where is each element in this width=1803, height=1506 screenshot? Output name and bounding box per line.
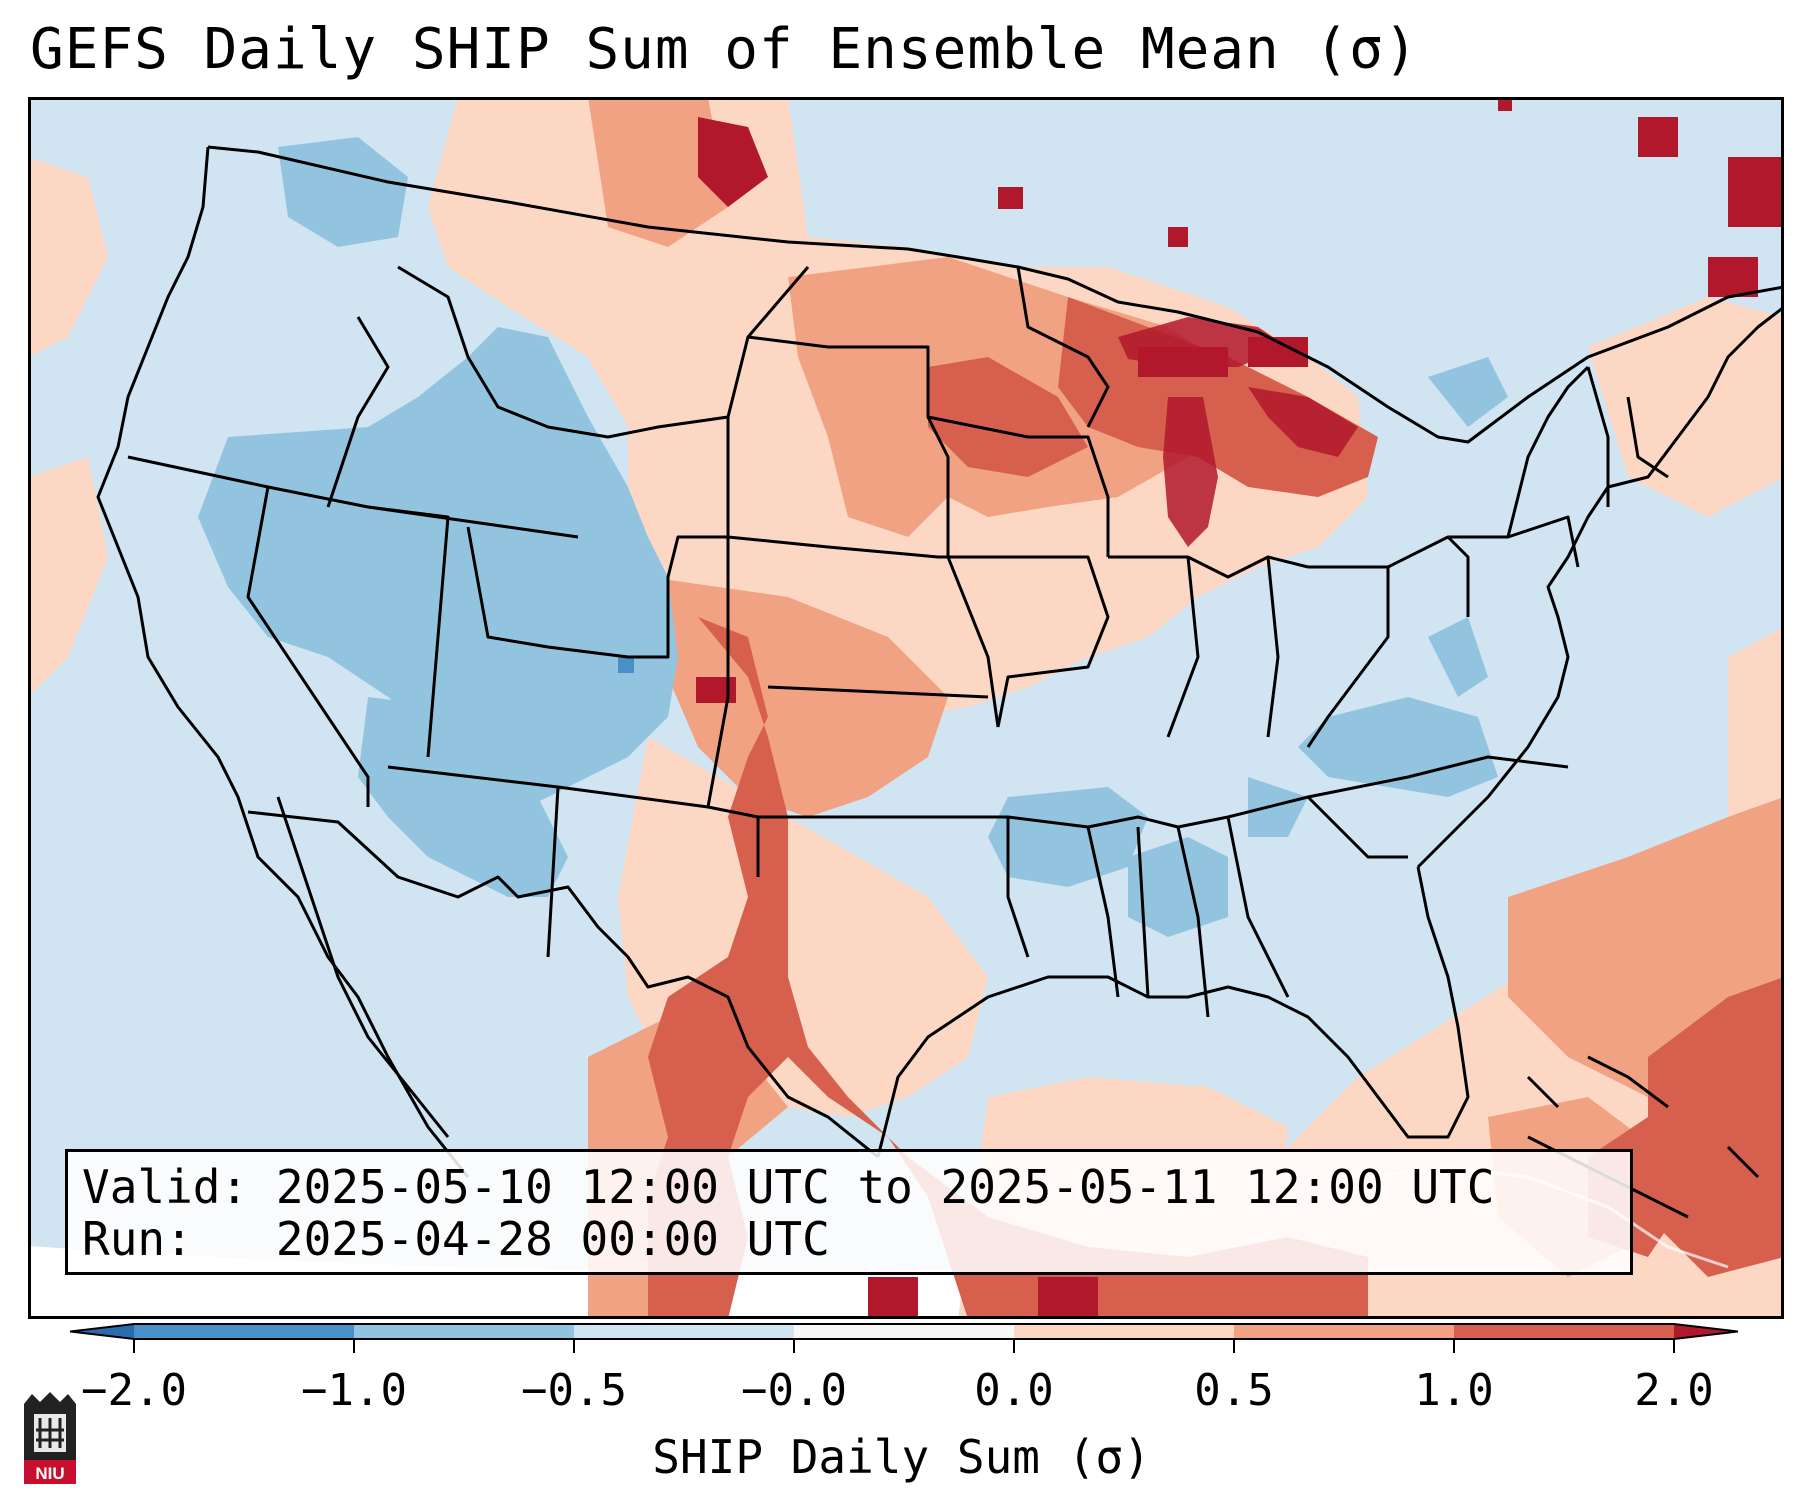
chart-title: GEFS Daily SHIP Sum of Ensemble Mean (σ) <box>30 17 1419 82</box>
colorbar-segment <box>794 1324 1015 1339</box>
colorbar-tick-label: −0.0 <box>741 1365 847 1416</box>
colorbar-tick-label: −2.0 <box>81 1365 187 1416</box>
colorbar-tick-label: 0.5 <box>1194 1365 1273 1416</box>
niu-logo-text: NIU <box>35 1464 64 1483</box>
colorbar-tick-label: 1.0 <box>1414 1365 1493 1416</box>
niu-logo: NIU <box>24 1392 76 1484</box>
colorbar-tick-label: −0.5 <box>521 1365 627 1416</box>
colorbar-segment <box>134 1324 355 1339</box>
colorbar-segment <box>574 1324 795 1339</box>
colorbar-ticks: −2.0 −1.0 −0.5 −0.0 0.0 0.5 1.0 2.0 <box>81 1339 1714 1416</box>
colorbar-tick-label: −1.0 <box>301 1365 407 1416</box>
colorbar-tick-label: 2.0 <box>1634 1365 1713 1416</box>
colorbar-extend-high <box>1674 1324 1738 1339</box>
colorbar-segment <box>1234 1324 1455 1339</box>
valid-value: 2025-05-10 12:00 UTC to 2025-05-11 12:00… <box>275 1160 1495 1214</box>
run-label: Run: <box>82 1211 193 1266</box>
map-panel <box>28 97 1784 1319</box>
run-value: 2025-04-28 00:00 UTC <box>275 1211 830 1266</box>
colorbar: −2.0 −1.0 −0.5 −0.0 0.0 0.5 1.0 2.0 <box>70 1323 1738 1416</box>
map-frame <box>28 97 1784 1319</box>
colorbar-extend-low <box>70 1324 134 1339</box>
colorbar-tick-label: 0.0 <box>974 1365 1053 1416</box>
colorbar-segment <box>354 1324 575 1339</box>
run-line: Run: 2025-04-28 00:00 UTC <box>82 1211 1616 1266</box>
colorbar-segment <box>1014 1324 1235 1339</box>
colorbar-segment <box>1454 1324 1675 1339</box>
boundaries <box>96 145 1784 1178</box>
valid-label: Valid: <box>82 1160 249 1214</box>
colorbar-segments <box>70 1323 1738 1340</box>
valid-run-info-box: Valid: 2025-05-10 12:00 UTC to 2025-05-1… <box>65 1149 1633 1275</box>
colorbar-label: SHIP Daily Sum (σ) <box>652 1430 1151 1484</box>
valid-line: Valid: 2025-05-10 12:00 UTC to 2025-05-1… <box>82 1160 1616 1214</box>
